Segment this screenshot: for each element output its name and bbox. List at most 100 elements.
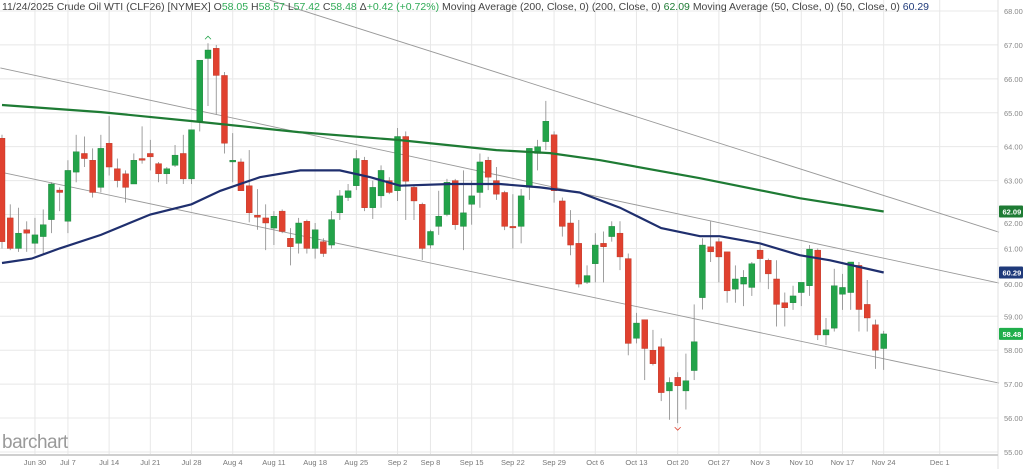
candle-up [163,168,171,175]
candle-down [855,265,863,310]
candle-down [715,241,723,258]
ma200-params: (200, Close, 0) [591,1,661,13]
candle-down [237,161,245,191]
candle-up [831,285,838,329]
price-badge [999,205,1023,218]
candle-down [138,158,146,161]
price-tick-label: 58.00 [1004,346,1023,355]
candle-down [105,143,113,168]
candle-down [303,221,311,249]
candle-up [822,329,830,336]
candle-up [270,216,278,229]
price-badge [999,327,1023,340]
ma50-value: 60.29 [902,1,930,13]
price-tick-label: 61.00 [1004,244,1023,253]
price-tick-label: 60.00 [1004,280,1023,289]
trendline [269,0,1000,233]
price-tick-label: 55.00 [1004,448,1023,457]
candle-down [567,222,574,246]
candle-up [517,195,525,227]
candle-up [353,158,360,186]
candle-up [839,287,846,295]
candle-up [130,160,138,185]
candle-up [31,234,39,244]
close-label: C [322,1,331,13]
candle-down [7,217,14,249]
low-marker-icon [674,426,681,431]
candle-down [674,377,681,387]
date-tick-label: Aug 25 [344,458,368,467]
change-value: +0.42 (+0.72%) [366,1,440,13]
price-axis[interactable]: 68.00 67.00 66.00 65.00 64.00 63.00 62.00 61.00… [997,0,1023,469]
candle-up [64,170,72,222]
change-label: Δ [359,1,367,13]
candle-down [765,260,772,275]
candle-up [204,49,212,59]
high-label: H [251,1,259,13]
candle-up [171,154,179,166]
candle-up [72,151,80,173]
candle-up [476,161,484,193]
date-tick-label: Aug 18 [303,458,327,467]
candle-up [740,277,747,285]
candle-down [221,75,228,144]
price-tick-label: 63.00 [1004,177,1023,186]
price-tick-label: 59.00 [1004,312,1023,321]
candles [0,43,887,424]
price-tick-label: 62.00 [1004,219,1023,228]
candle-down [320,241,327,254]
candle-up [690,341,698,371]
candle-down [550,134,558,191]
date-tick-label: Sep 2 [388,458,408,467]
ma50-params: (50, Close, 0) [836,1,900,13]
candle-up [295,222,302,244]
candle-down [707,246,714,253]
candle-down [484,160,492,178]
low-value: 57.42 [293,1,320,13]
open-label: O [213,1,222,13]
price-tick-label: 67.00 [1004,41,1023,50]
candle-up [880,333,887,349]
candle-down [559,200,566,227]
candle-up [48,183,55,220]
candle-down [386,180,393,193]
candle-up [583,275,591,283]
date-tick-label: Jul 21 [140,458,160,467]
date-tick-label: Oct 6 [586,458,604,467]
trendline [0,67,1000,284]
candle-down [122,173,129,188]
price-badge-label: 62.09 [1003,207,1022,216]
candle-up [344,190,352,198]
candle-up [443,182,451,215]
price-tick-label: 64.00 [1004,143,1023,152]
high-value: 58.57 [258,1,285,13]
price-tick-label: 56.00 [1004,414,1023,423]
candle-down [616,232,624,258]
chart-header: 11/24/2025 Crude Oil WTI (CLF26) [NYMEX]… [2,1,929,13]
date-tick-label: Oct 13 [625,458,647,467]
candle-up [699,244,706,298]
candle-up [369,187,376,208]
date-tick-label: Sep 22 [501,458,525,467]
ma200-line [1,103,884,213]
candle-down [501,192,508,227]
date-tick-label: Jul 28 [182,458,202,467]
candle-down [410,187,418,202]
candle-up [592,244,599,264]
date-tick-label: Sep 8 [421,458,441,467]
price-tick-label: 66.00 [1004,75,1023,84]
candle-down [287,238,294,247]
header-symbol: Crude Oil WTI (CLF26) [NYMEX] [56,1,211,13]
candle-down [625,258,632,344]
candle-down [814,249,821,336]
date-tick-label: Sep 29 [542,458,566,467]
date-axis[interactable]: Jun 30 Jul 7 Jul 14 Jul 21 Jul 28 Aug 4 Aug 11… [0,454,998,467]
date-tick-label: Dec 1 [930,458,950,467]
price-tick-label: 68.00 [1004,7,1023,16]
candle-down [278,210,286,232]
candle-up [542,121,550,142]
price-badge-label: 58.48 [1003,330,1022,339]
candle-down [56,189,63,193]
candle-down [756,249,764,259]
